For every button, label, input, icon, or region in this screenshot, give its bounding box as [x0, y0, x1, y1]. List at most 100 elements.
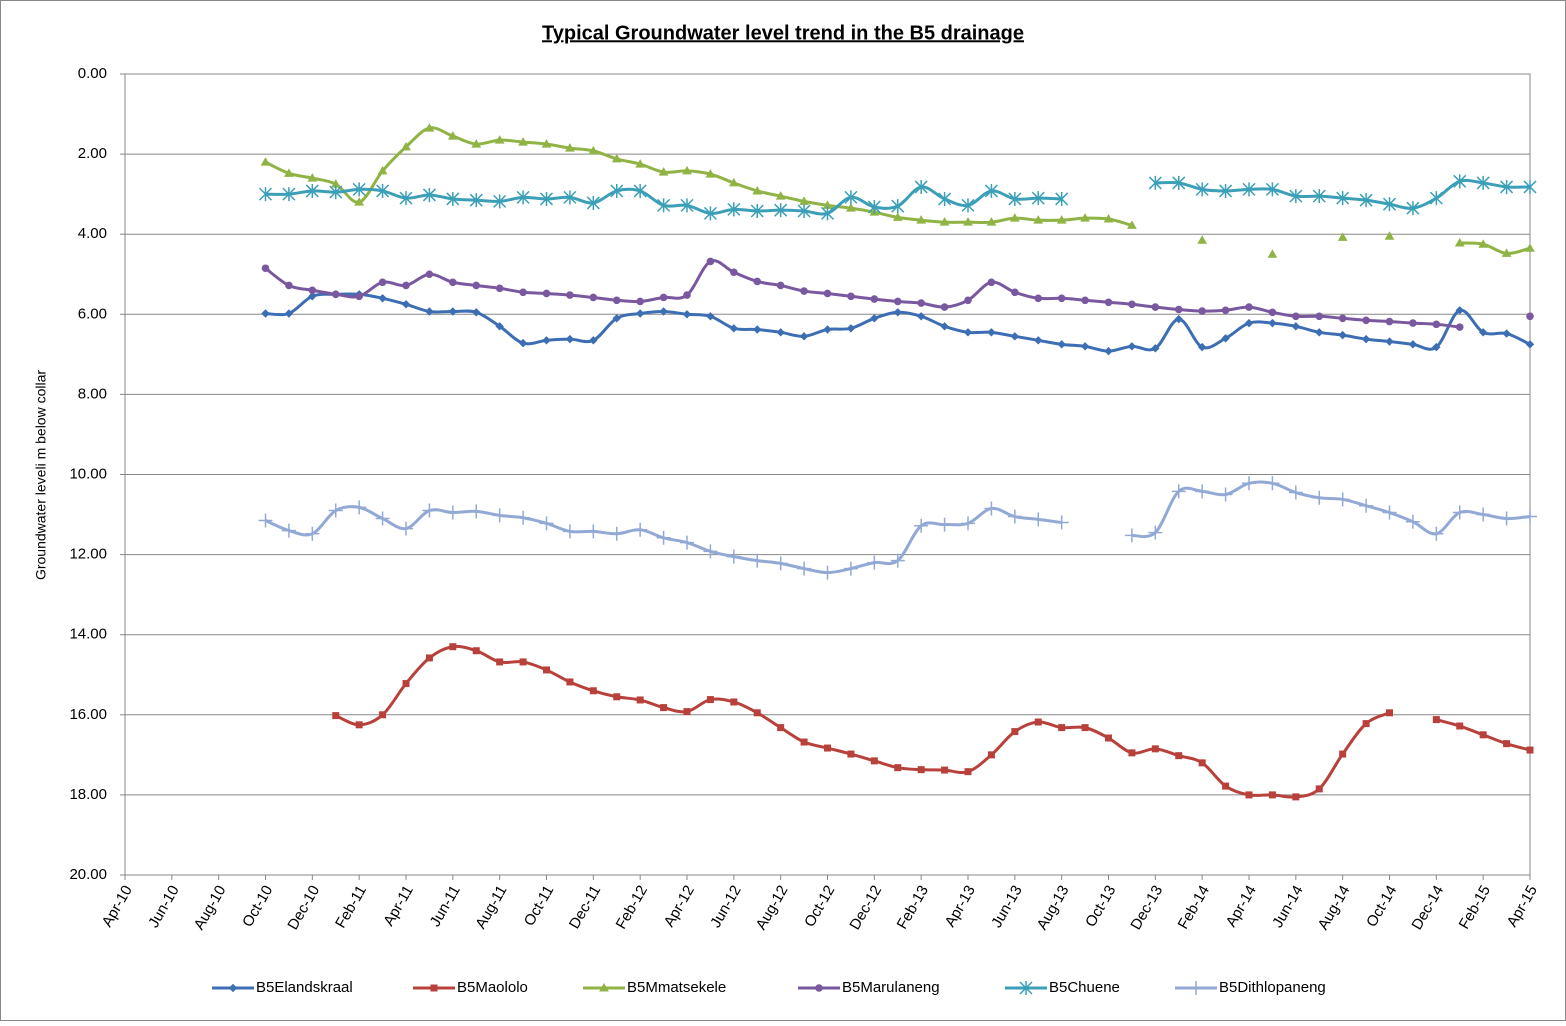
marker	[307, 173, 318, 182]
marker	[1011, 728, 1019, 736]
marker	[1033, 215, 1044, 224]
marker	[1172, 175, 1186, 190]
marker	[1221, 306, 1230, 315]
marker	[308, 292, 317, 301]
marker	[706, 312, 715, 321]
marker	[820, 206, 835, 221]
marker	[961, 516, 975, 531]
series	[332, 643, 1534, 801]
marker	[706, 257, 715, 266]
marker	[914, 179, 928, 194]
marker	[448, 307, 458, 316]
marker	[399, 191, 413, 206]
marker	[354, 197, 365, 206]
marker	[940, 322, 949, 331]
marker	[541, 139, 552, 148]
series	[261, 257, 1534, 331]
y-axis-label: Groundwater leveli m below collar	[33, 370, 49, 580]
marker	[963, 328, 973, 337]
y-tick-label: 0.00	[78, 65, 107, 82]
marker	[1337, 232, 1348, 241]
marker	[284, 168, 294, 177]
marker	[589, 293, 598, 302]
marker	[823, 325, 832, 334]
marker	[635, 309, 645, 318]
marker	[891, 199, 905, 214]
marker	[401, 141, 411, 151]
marker	[449, 278, 457, 287]
marker	[940, 303, 949, 311]
marker	[682, 310, 692, 319]
marker	[355, 721, 363, 729]
marker	[430, 984, 438, 992]
marker	[1523, 509, 1537, 524]
marker	[1268, 791, 1276, 799]
marker	[1382, 505, 1397, 520]
marker	[1315, 785, 1323, 793]
marker	[964, 768, 972, 776]
marker	[1010, 332, 1020, 341]
marker	[1288, 485, 1303, 500]
marker	[261, 264, 270, 273]
series	[260, 123, 1535, 258]
marker	[703, 206, 717, 221]
marker	[588, 145, 599, 155]
marker	[636, 696, 644, 704]
marker	[937, 517, 952, 532]
marker	[1019, 981, 1033, 995]
marker	[705, 169, 716, 178]
marker	[1338, 330, 1347, 340]
marker	[610, 183, 624, 198]
marker	[1432, 342, 1441, 352]
marker	[376, 183, 390, 198]
marker	[1478, 239, 1489, 248]
y-tick-label: 4.00	[78, 225, 107, 242]
marker	[496, 658, 504, 666]
marker	[894, 764, 902, 772]
marker	[870, 757, 878, 765]
marker	[730, 698, 738, 706]
marker	[285, 281, 293, 290]
marker	[917, 766, 925, 774]
marker	[870, 314, 879, 323]
marker	[1218, 487, 1233, 502]
marker	[402, 680, 410, 688]
marker	[1174, 305, 1183, 314]
marker	[422, 187, 436, 202]
marker	[258, 513, 273, 528]
marker	[1174, 314, 1183, 324]
marker	[893, 308, 902, 317]
marker	[1034, 336, 1043, 345]
marker	[281, 523, 296, 538]
y-tick-label: 20.00	[69, 866, 107, 883]
marker	[472, 647, 480, 655]
y-tick-label: 12.00	[69, 546, 107, 563]
marker	[1148, 175, 1162, 190]
marker	[425, 270, 434, 279]
marker	[599, 982, 609, 992]
marker	[1080, 213, 1090, 222]
y-tick-label: 16.00	[69, 706, 107, 723]
marker	[1222, 782, 1230, 790]
y-tick-label: 10.00	[69, 465, 107, 482]
marker	[1197, 235, 1208, 244]
marker	[1268, 318, 1277, 328]
marker	[1056, 215, 1067, 224]
marker	[799, 332, 809, 341]
marker	[612, 314, 621, 323]
marker	[1359, 498, 1374, 513]
marker	[449, 643, 457, 651]
marker	[447, 131, 458, 140]
marker	[1335, 492, 1350, 507]
marker	[633, 522, 648, 537]
marker	[445, 505, 460, 520]
marker	[1455, 323, 1464, 331]
marker	[800, 287, 808, 295]
series	[258, 476, 1537, 580]
marker	[1432, 716, 1440, 724]
marker	[1055, 191, 1069, 206]
marker	[846, 324, 856, 333]
marker	[1338, 314, 1347, 323]
marker	[843, 561, 858, 576]
marker	[425, 654, 433, 662]
